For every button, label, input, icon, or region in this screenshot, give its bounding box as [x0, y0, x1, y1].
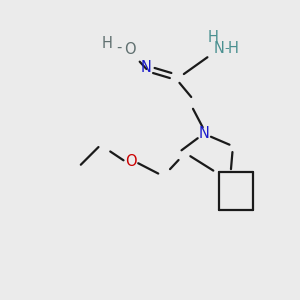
Text: H: H	[208, 30, 219, 45]
Text: N: N	[141, 60, 152, 75]
Text: H: H	[102, 36, 113, 51]
Text: O: O	[125, 154, 137, 169]
Text: N: N	[214, 41, 225, 56]
Text: -: -	[116, 39, 122, 54]
Text: O: O	[124, 42, 136, 57]
Text: -: -	[224, 42, 229, 55]
Text: N: N	[198, 126, 209, 141]
Text: H: H	[228, 41, 238, 56]
